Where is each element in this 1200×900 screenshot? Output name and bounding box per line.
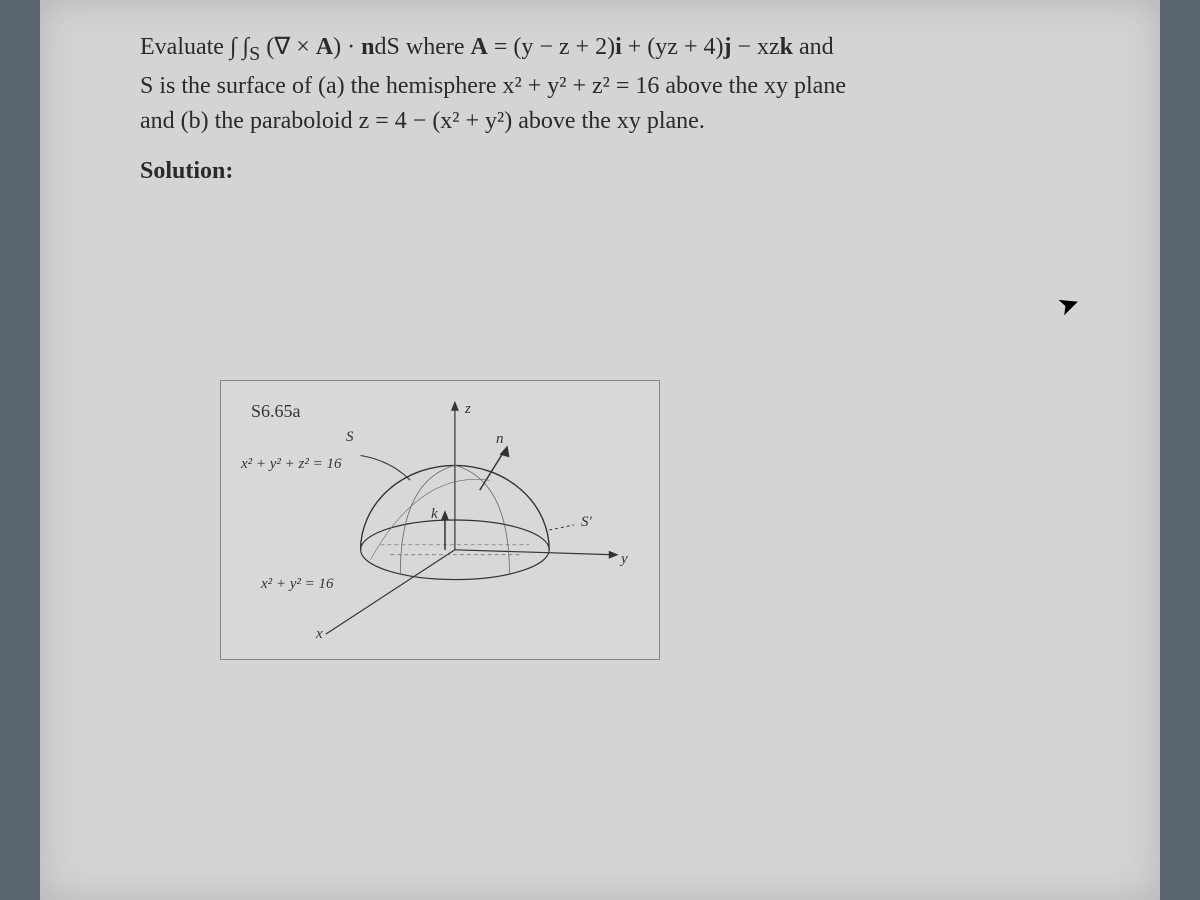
unit-k: k — [780, 34, 793, 60]
normal-n: n — [361, 34, 374, 60]
unit-i: i — [615, 34, 622, 60]
x-axis-label: x — [316, 626, 323, 643]
integral-subscript: S — [249, 43, 260, 65]
document-page: Evaluate ∫ ∫S (∇ × A) · ndS where A = (y… — [40, 0, 1160, 900]
surface-S-prime: S' — [581, 514, 592, 531]
y-axis-label: y — [621, 551, 628, 568]
vector-A-2: A — [471, 34, 488, 60]
z-axis-label: z — [465, 401, 471, 418]
text-dot: ) · — [333, 34, 361, 60]
line-3: and (b) the paraboloid z = 4 − (x² + y²)… — [140, 108, 705, 134]
integral-symbol: ∫ ∫ — [230, 34, 249, 60]
solution-header: Solution: — [140, 158, 1060, 185]
vector-A: A — [316, 34, 333, 60]
k-hat-label: k — [431, 506, 438, 523]
text-del: (∇ × — [260, 34, 316, 60]
problem-statement: Evaluate ∫ ∫S (∇ × A) · ndS where A = (y… — [140, 30, 1060, 138]
text-evaluate: Evaluate — [140, 34, 230, 60]
surface-S: S — [346, 429, 354, 446]
figure-container: S6.65a — [220, 380, 660, 660]
text-eq: = (y − z + 2) — [488, 34, 615, 60]
text-dS: dS where — [375, 34, 471, 60]
line-2: S is the surface of (a) the hemisphere x… — [140, 73, 846, 99]
sphere-equation: x² + y² + z² = 16 — [241, 456, 342, 473]
text-plus: + (yz + 4) — [622, 34, 724, 60]
text-and: and — [793, 34, 834, 60]
normal-label: n — [496, 431, 504, 448]
text-minus: − xz — [731, 34, 779, 60]
disk-equation: x² + y² = 16 — [261, 576, 334, 593]
hemisphere-diagram — [221, 381, 659, 659]
